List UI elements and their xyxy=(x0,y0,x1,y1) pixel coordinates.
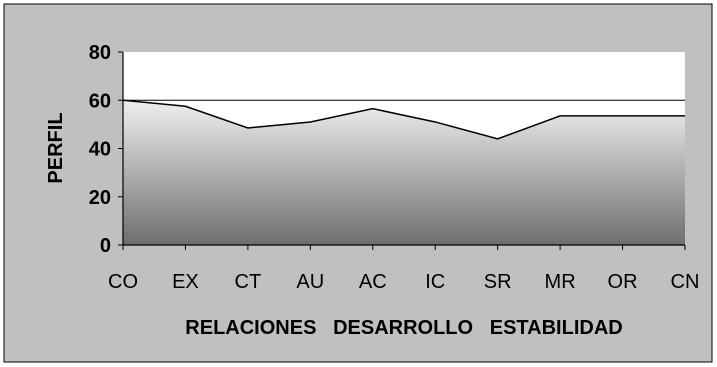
x-tick-label-ct: CT xyxy=(235,271,262,293)
x-tick-label-ic: IC xyxy=(425,271,445,293)
series-area xyxy=(123,100,685,245)
x-tick-label-cn: CN xyxy=(671,271,700,293)
x-tick-label-sr: SR xyxy=(484,271,512,293)
x-tick-label-ac: AC xyxy=(359,271,387,293)
x-tick-label-au: AU xyxy=(296,271,324,293)
y-tick-label: 20 xyxy=(89,187,111,209)
x-tick-label-co: CO xyxy=(108,271,138,293)
x-axis-title: RELACIONES DESARROLLO ESTABILIDAD xyxy=(185,317,622,339)
y-tick-label: 80 xyxy=(89,42,111,64)
x-tick-label-ex: EX xyxy=(172,271,199,293)
y-tick-label: 60 xyxy=(89,90,111,112)
y-tick-label: 40 xyxy=(89,139,111,161)
y-tick-label: 0 xyxy=(100,235,111,257)
x-tick-label-or: OR xyxy=(608,271,638,293)
y-axis-title: PERFIL xyxy=(45,112,67,183)
series-line xyxy=(122,99,685,140)
x-tick-label-mr: MR xyxy=(545,271,576,293)
